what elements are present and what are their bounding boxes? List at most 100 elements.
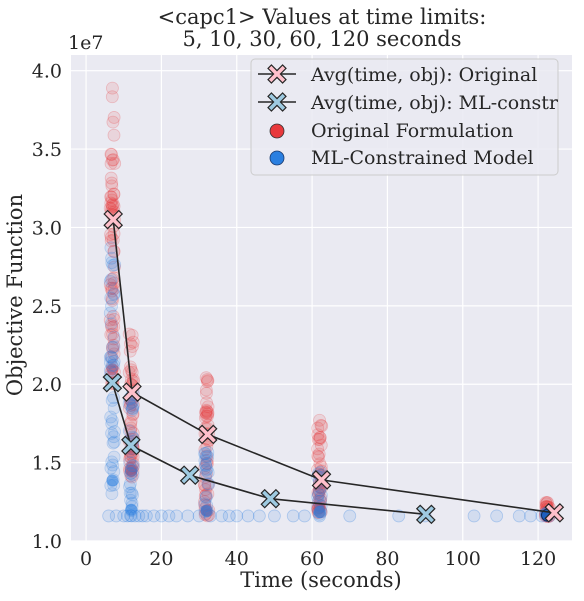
- original-point: [122, 401, 136, 415]
- chart-title-line2: 5, 10, 30, 60, 120 seconds: [182, 27, 461, 51]
- legend-label-avg-ml: Avg(time, obj): ML-constr: [310, 92, 559, 114]
- x-tick-label: 120: [520, 548, 556, 570]
- ml-point: [162, 509, 176, 523]
- ml-point: [126, 402, 140, 416]
- ml-point: [125, 486, 139, 500]
- original-point: [104, 328, 118, 342]
- ml-point: [104, 317, 118, 331]
- original-point: [200, 373, 214, 386]
- ml-point: [170, 509, 183, 523]
- original-point: [126, 407, 140, 421]
- ml-point: [512, 509, 526, 523]
- original-point: [200, 386, 213, 400]
- ml-point: [124, 466, 138, 480]
- original-point: [105, 179, 119, 193]
- original-point: [201, 374, 215, 388]
- ml-point: [104, 291, 118, 305]
- ml-point: [107, 450, 121, 464]
- original-point: [107, 111, 121, 124]
- original-point: [198, 443, 212, 456]
- ml-point: [103, 356, 117, 369]
- original-point: [311, 449, 325, 463]
- ml-point: [127, 459, 140, 473]
- ml-point: [467, 509, 481, 523]
- ml-point: [126, 468, 140, 482]
- original-point: [201, 457, 214, 471]
- ml-point: [268, 509, 281, 523]
- ml-point: [201, 446, 215, 459]
- original-point: [201, 406, 215, 419]
- y-tick-label: 2.5: [32, 296, 62, 318]
- original-point: [106, 340, 119, 354]
- original-point: [106, 153, 120, 167]
- original-point: [311, 421, 325, 435]
- ml-point: [199, 458, 213, 472]
- ml-point: [103, 274, 117, 288]
- ml-point: [125, 404, 139, 417]
- original-point: [105, 281, 119, 295]
- original-point: [198, 411, 212, 425]
- original-point: [124, 451, 138, 465]
- ml-point: [314, 488, 328, 502]
- tick-labels: 0 20 40 60 80 100 120 1.0 1.5 2.0 2.5 3.0 3.5 4.0: [32, 61, 556, 570]
- ml-point: [107, 288, 121, 302]
- y-axis-offset-label: 1e7: [68, 32, 103, 54]
- ml-point: [201, 450, 215, 464]
- ml-point: [192, 509, 206, 523]
- original-point: [124, 414, 138, 428]
- original-point: [125, 464, 138, 477]
- legend-x-marker-pink: [267, 64, 287, 84]
- original-point: [312, 447, 326, 461]
- original-point: [107, 320, 121, 333]
- original-point: [103, 278, 117, 292]
- original-point: [311, 442, 325, 456]
- ml-point: [103, 350, 117, 364]
- original-point: [104, 234, 118, 248]
- original-point: [105, 153, 119, 167]
- original-point: [314, 419, 328, 432]
- ml-point: [108, 425, 121, 439]
- ml-point: [200, 504, 213, 517]
- original-point: [104, 157, 118, 170]
- original-point: [106, 81, 119, 95]
- ml-point: [123, 486, 137, 500]
- ml-point: [105, 299, 118, 313]
- ml-point: [105, 414, 119, 428]
- original-point: [199, 406, 213, 420]
- original-point: [108, 157, 122, 170]
- original-point: [107, 347, 121, 361]
- original-point: [105, 193, 119, 207]
- ml-point: [107, 340, 121, 354]
- ml-point: [124, 509, 138, 523]
- ml-point: [199, 450, 213, 464]
- legend-entry-avg-ml: Avg(time, obj): ML-constr: [258, 92, 559, 114]
- y-tick-label: 2.0: [32, 374, 62, 396]
- ml-point: [107, 430, 121, 444]
- original-point: [105, 321, 119, 334]
- original-point: [198, 489, 212, 503]
- ml-point: [392, 509, 406, 523]
- legend-dot-red: [269, 123, 285, 139]
- average-lines-layer: [102, 209, 565, 525]
- original-point: [106, 309, 120, 323]
- ml-point: [181, 509, 195, 523]
- original-point: [106, 197, 120, 211]
- original-point: [311, 433, 325, 446]
- ml-point: [124, 467, 138, 480]
- original-point: [315, 419, 329, 433]
- original-point: [127, 398, 140, 412]
- legend-x-marker-blue: [267, 92, 287, 112]
- y-tick-label: 3.5: [32, 139, 62, 161]
- ml-point: [222, 509, 236, 523]
- original-point: [104, 171, 118, 185]
- original-point: [107, 312, 121, 326]
- ml-point: [200, 462, 214, 476]
- ml-point: [198, 454, 212, 467]
- original-point: [107, 199, 121, 213]
- original-point: [124, 363, 138, 377]
- ml-point: [215, 509, 229, 523]
- ml-point: [147, 509, 161, 523]
- ml-point: [104, 273, 118, 286]
- ml-point: [241, 509, 255, 523]
